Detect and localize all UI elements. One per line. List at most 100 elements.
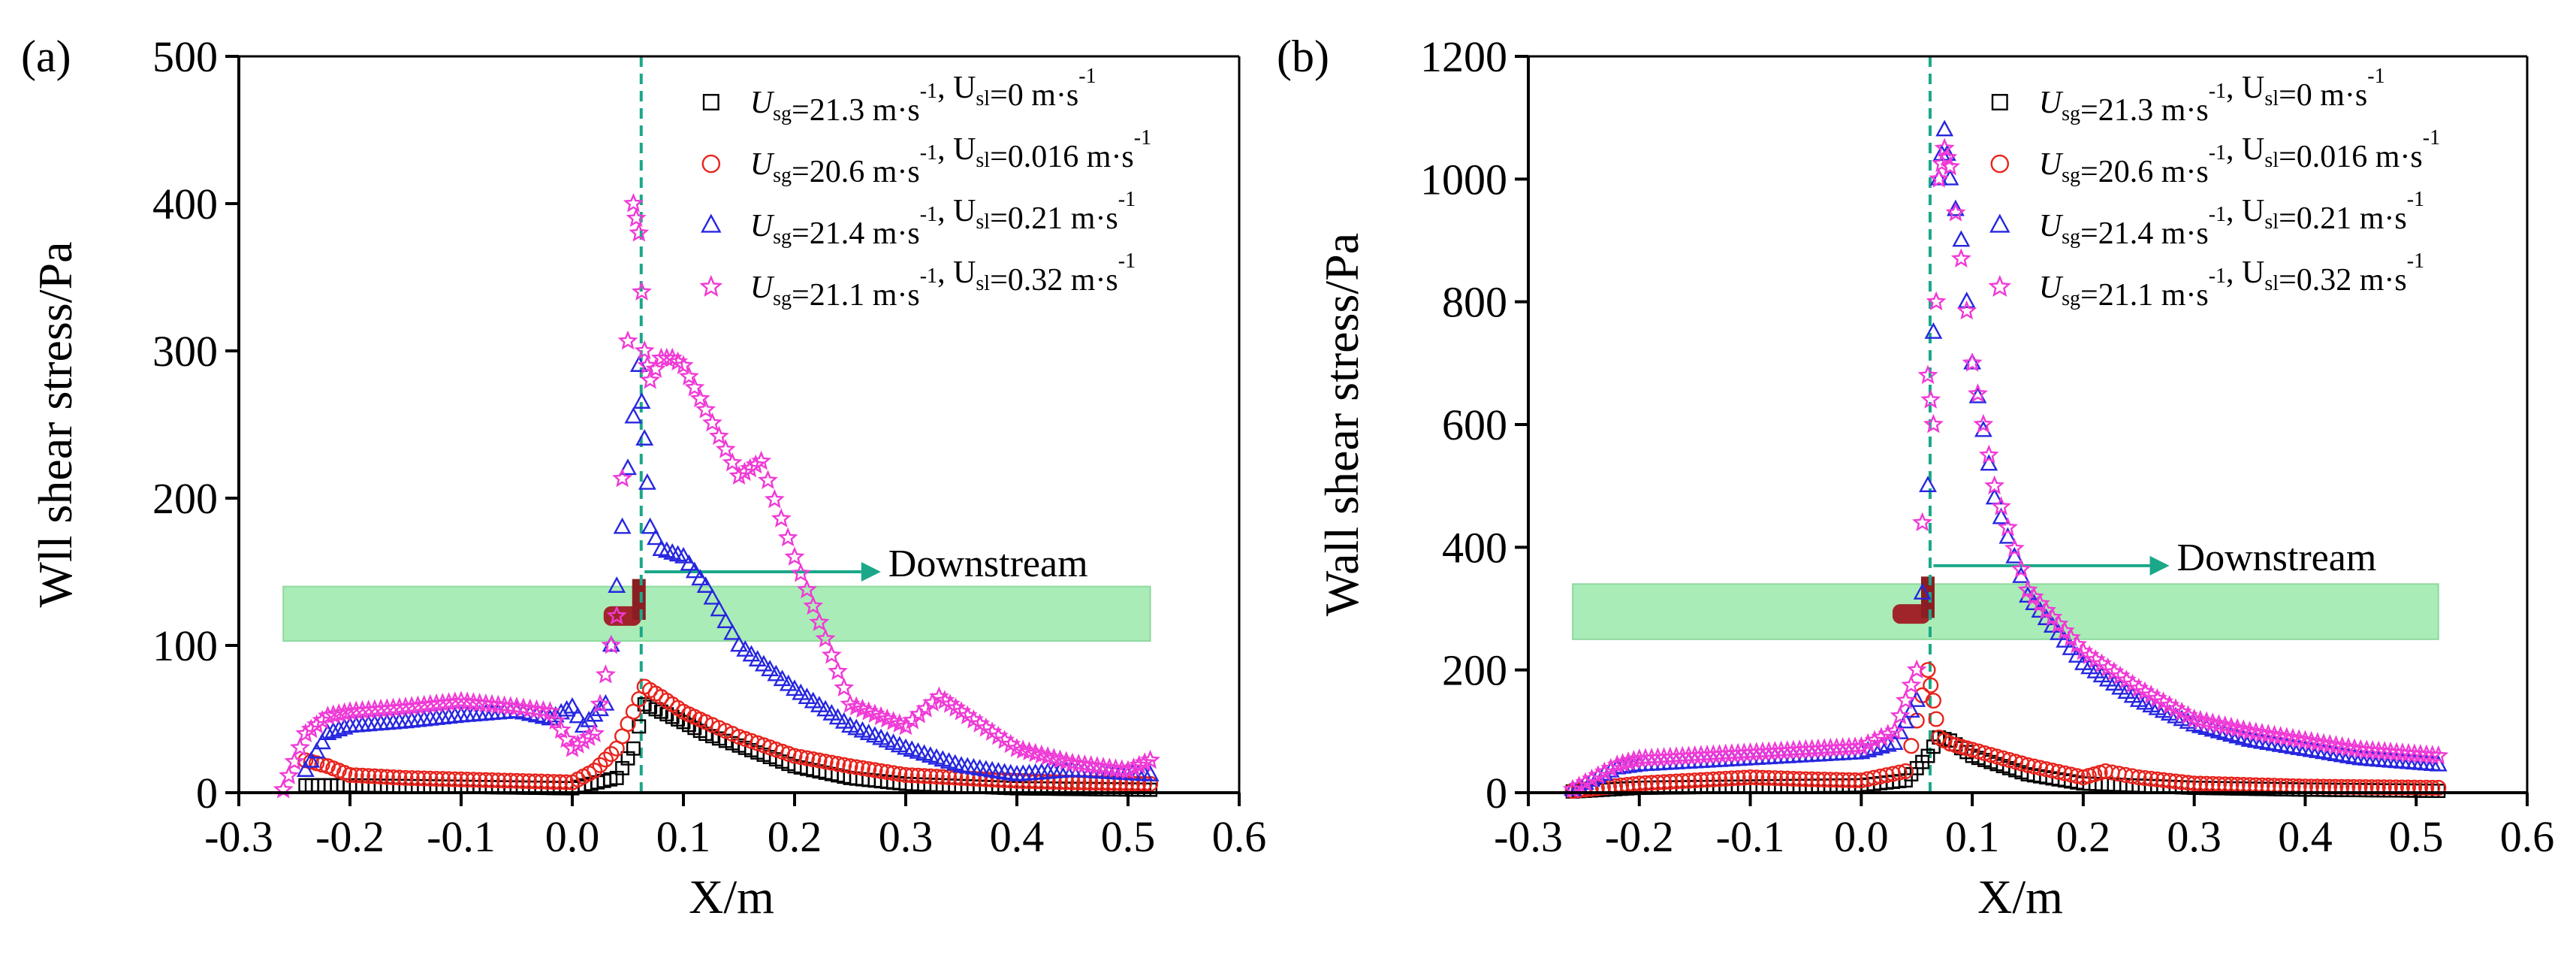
data-point [2005, 546, 2024, 564]
data-point [736, 640, 755, 657]
legend-text-part: =0.21 m·s [2279, 201, 2407, 236]
data-point [513, 697, 534, 717]
data-point [2400, 779, 2417, 796]
data-point [602, 635, 620, 652]
data-point [590, 694, 611, 713]
legend-text-part: sg [2062, 102, 2080, 125]
x-tick-label: -0.2 [1605, 812, 1674, 861]
data-point [2062, 766, 2080, 783]
data-point [1748, 769, 1765, 786]
data-point [2338, 736, 2359, 757]
data-point [2196, 711, 2217, 731]
data-point [385, 769, 402, 786]
data-point [612, 467, 633, 488]
data-point [786, 748, 803, 764]
data-point [1600, 757, 1621, 778]
data-point [928, 769, 945, 785]
data-point [876, 708, 897, 728]
data-point [2050, 763, 2067, 780]
data-point [441, 771, 457, 787]
data-point [1582, 768, 1602, 788]
data-point [638, 473, 656, 490]
data-point [451, 691, 472, 710]
data-point [689, 388, 710, 408]
data-point [2173, 774, 2190, 790]
series-3 [273, 192, 1161, 799]
legend-text-part: U [750, 209, 775, 243]
data-point [1773, 770, 1790, 787]
data-point [629, 222, 650, 242]
data-point [680, 554, 698, 571]
legend-text-part: -1 [1118, 249, 1136, 273]
data-point [1140, 749, 1161, 769]
data-point [1973, 413, 1994, 434]
legend-text-part: , U [2226, 71, 2264, 105]
data-point [563, 697, 581, 714]
data-point [632, 392, 651, 409]
y-tick-label: 200 [1442, 646, 1507, 695]
legend-text-part: U [2039, 209, 2064, 243]
data-point [379, 769, 395, 785]
data-point [1050, 749, 1070, 769]
data-point [828, 660, 848, 681]
legend-entry: Usg=21.3 m·s-1, Usl=0 m·s-1 [2039, 65, 2385, 128]
data-point [403, 770, 420, 787]
data-point [2295, 730, 2315, 750]
x-tick-label: -0.1 [427, 812, 496, 861]
data-point [2068, 646, 2086, 663]
data-point [2143, 770, 2159, 787]
data-point [608, 576, 626, 593]
legend-text-part: -1 [2209, 80, 2226, 103]
data-point [640, 370, 661, 389]
data-point [916, 768, 933, 784]
data-point [821, 644, 842, 664]
legend-marker [1991, 94, 2008, 110]
data-point [592, 757, 608, 773]
x-tick-label: 0.0 [1834, 812, 1889, 861]
data-point [2221, 716, 2242, 736]
data-point [771, 508, 792, 527]
data-point [673, 355, 694, 375]
data-point [1920, 389, 1941, 409]
data-point [809, 612, 830, 631]
data-point [1637, 775, 1654, 791]
data-point [313, 733, 331, 750]
data-point [520, 773, 537, 790]
data-point [1998, 527, 2017, 544]
data-point [1934, 138, 1955, 157]
data-point [1878, 724, 1899, 743]
data-point [475, 693, 496, 713]
data-point [545, 710, 566, 730]
y-tick-label: 1000 [1420, 155, 1507, 204]
data-point [539, 701, 560, 721]
legend-text-part: =21.3 m·s [792, 93, 920, 128]
data-point [1835, 772, 1851, 788]
legend-text-part: =20.6 m·s [792, 155, 920, 189]
data-point [1890, 705, 1911, 725]
x-tick-label: 0.4 [2278, 812, 2333, 861]
data-point [1705, 771, 1721, 787]
legend-text-part: sg [773, 225, 792, 249]
data-point [1952, 230, 1971, 247]
y-tick-label: 100 [152, 621, 218, 670]
data-point [685, 561, 704, 579]
data-point [1631, 775, 1648, 792]
data-point [373, 769, 389, 785]
downstream-arrow-head [2149, 555, 2170, 576]
legend-marker [701, 154, 721, 174]
data-point [1984, 475, 2005, 495]
data-point [428, 770, 445, 787]
data-point [2428, 745, 2449, 765]
x-tick-label: -0.1 [1716, 812, 1785, 861]
legend-text-part: sl [2264, 210, 2279, 234]
legend-text-part: -1 [2423, 126, 2440, 150]
series-3 [1562, 138, 2449, 799]
data-point [2149, 771, 2165, 787]
data-point [584, 723, 605, 743]
data-point [1925, 692, 1941, 709]
series-1 [297, 678, 1159, 792]
data-point [2056, 765, 2073, 781]
data-point [539, 773, 556, 790]
legend-text-part: U [750, 270, 775, 305]
data-point [2412, 779, 2429, 796]
